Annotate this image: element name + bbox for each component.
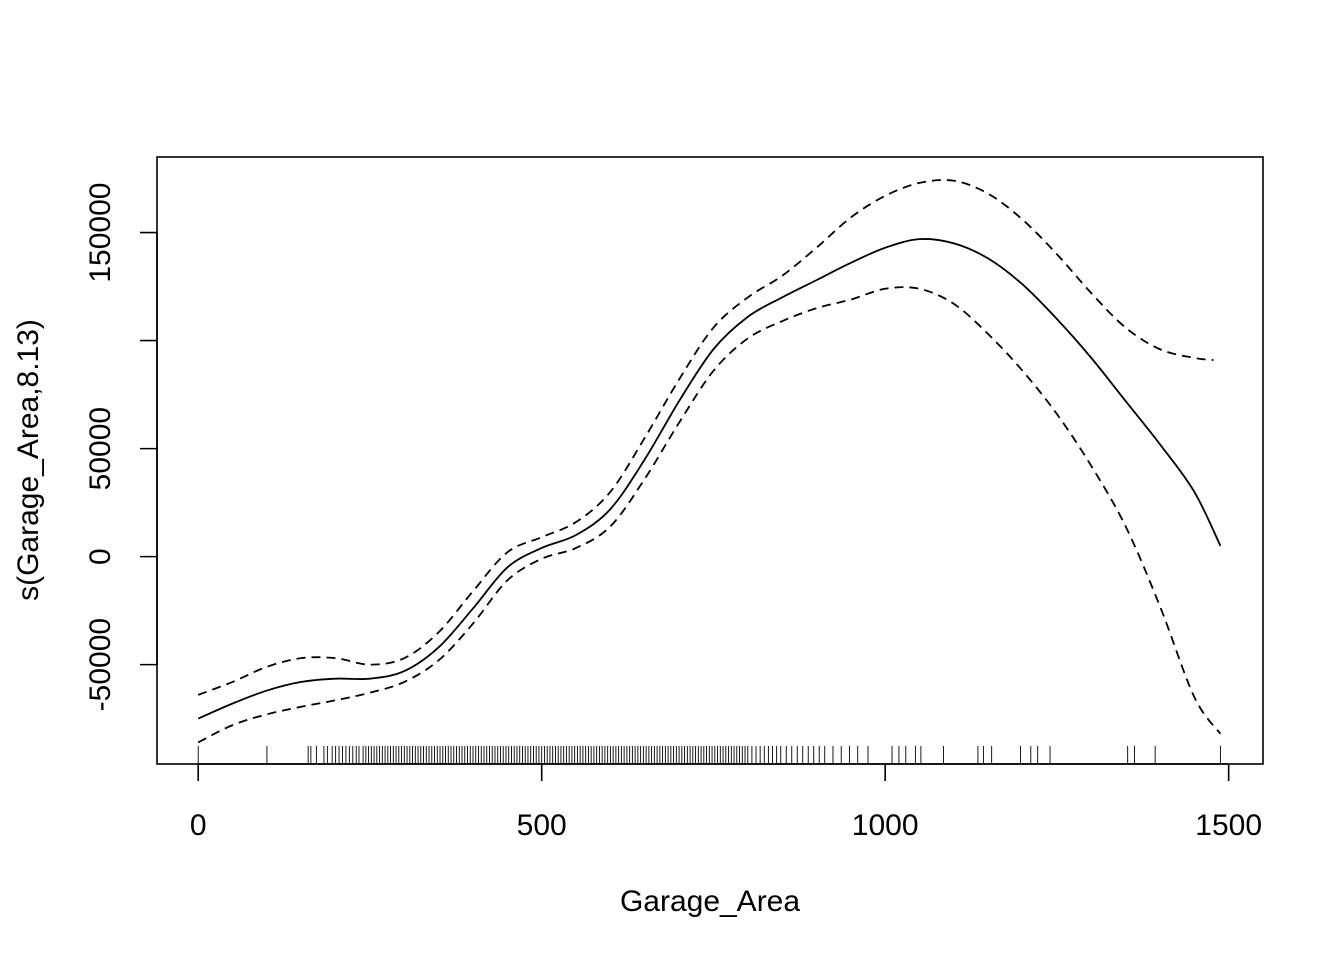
y-axis: -50000 0 50000 150000 [84, 183, 158, 711]
x-axis-label: Garage_Area [620, 885, 800, 918]
y-tick-label: -50000 [84, 618, 117, 711]
x-tick-label: 500 [517, 809, 567, 842]
x-axis: 0 500 1000 1500 [190, 763, 1262, 842]
x-tick-label: 1500 [1195, 809, 1262, 842]
y-tick-label: 150000 [84, 183, 117, 283]
plot-frame [156, 156, 1264, 765]
y-tick-label: 0 [84, 548, 117, 565]
y-axis-label: s(Garage_Area,8.13) [12, 319, 45, 601]
x-tick-label: 0 [190, 809, 207, 842]
series-layer [197, 179, 1222, 744]
rug-layer [197, 746, 1221, 764]
y-tick-label: 50000 [84, 407, 117, 490]
x-tick-label: 1000 [852, 809, 919, 842]
upper-confidence-band [197, 179, 1214, 696]
smooth-estimate-line [197, 238, 1222, 720]
